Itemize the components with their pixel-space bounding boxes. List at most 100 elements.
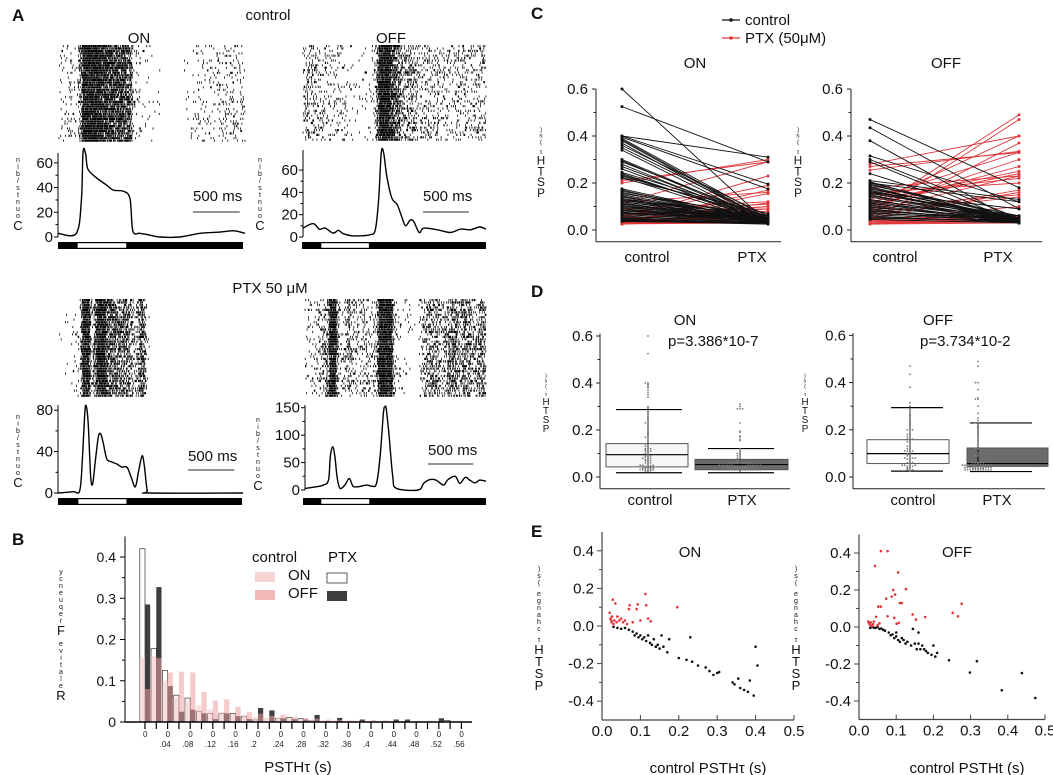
- ptx-point: [1017, 169, 1021, 173]
- pair-line: [869, 119, 1020, 189]
- scatter-point-decrease: [909, 644, 913, 647]
- bar-control-on: [207, 709, 213, 722]
- swarm-point: [911, 465, 914, 468]
- swarm-point: [644, 443, 647, 445]
- raster-trial: [307, 73, 480, 76]
- raster-trial: [313, 321, 486, 324]
- swarm-point: [977, 445, 979, 448]
- raster-trial: [65, 372, 145, 375]
- x-tick-label: 0.0: [849, 723, 870, 740]
- control-on-title: ON: [128, 30, 151, 47]
- scatter-point-decrease: [1020, 671, 1024, 675]
- control-point: [868, 165, 872, 169]
- panel-label-b: B: [12, 530, 24, 549]
- panel-label-a: A: [12, 6, 24, 25]
- swarm-point: [971, 464, 974, 467]
- control-point: [620, 146, 624, 150]
- raster-trial: [316, 348, 486, 351]
- scatter-point-decrease: [619, 627, 623, 631]
- pair-line: [869, 140, 1020, 224]
- swarm-point: [966, 466, 969, 469]
- swarm-point: [977, 412, 979, 415]
- y-tick-label: -0.2: [568, 656, 594, 673]
- y-tick-label: -0.4: [568, 693, 594, 710]
- scatter-point-increase: [890, 595, 893, 598]
- swarm-point: [647, 458, 649, 461]
- raster-trial: [73, 330, 146, 334]
- raster-trial: [307, 325, 486, 329]
- scatter-point-increase: [623, 619, 627, 622]
- ptx-point: [766, 207, 770, 211]
- category-label-ptx: PTX: [983, 249, 1012, 266]
- pair-line: [621, 193, 769, 217]
- psth-chart-control-off: 0 20 40 60: [281, 45, 487, 249]
- scatter-point-decrease: [893, 636, 896, 640]
- swarm-point: [731, 464, 734, 467]
- scatter-point-increase: [893, 616, 896, 620]
- scatter-point-increase: [676, 605, 679, 609]
- y-tick-label: 0.4: [830, 545, 851, 562]
- legend-label-control: control: [745, 12, 790, 29]
- pair-line: [621, 213, 769, 220]
- scatter-point-increase: [627, 607, 631, 611]
- control-point: [868, 190, 872, 194]
- raster-trial: [306, 83, 481, 86]
- raster-trial: [80, 392, 146, 395]
- raster-trial: [80, 345, 150, 348]
- swarm-point: [977, 360, 979, 363]
- y-axis-label: Counts/bin: [13, 414, 22, 490]
- x-tick-label: 0.3: [960, 723, 981, 740]
- x-tick-label: 0.04: [160, 730, 172, 749]
- raster-trial: [66, 313, 145, 316]
- raster-trial: [305, 129, 486, 132]
- histogram-chart: 0 0.1 0.2 0.3 0.4 0 0.04 0.08 0.12 0.16 0.2 0.24 0.2…: [97, 536, 472, 749]
- y-axis-label: PSTHτ(s): [537, 126, 545, 200]
- x-tick-label: 0.1: [886, 723, 907, 740]
- swarm-point: [736, 457, 739, 460]
- swarm-point: [746, 462, 749, 464]
- control-point: [620, 208, 624, 212]
- ptx-point: [1017, 134, 1021, 138]
- swarm-point: [909, 430, 911, 432]
- y-axis-label: RelativeFrequency: [56, 569, 65, 703]
- bar-control-on: [139, 658, 145, 722]
- legend-label-off: OFF: [288, 585, 318, 602]
- bar-control-off: [337, 719, 343, 722]
- raster-trial: [309, 303, 484, 307]
- scatter-point-increase: [879, 605, 883, 608]
- swarm-point: [977, 438, 979, 441]
- swarm-point: [749, 469, 752, 471]
- ptx-point: [766, 182, 770, 186]
- bar-control-on: [241, 715, 247, 722]
- swarm-point: [739, 459, 741, 462]
- swarm-point: [906, 458, 909, 461]
- histogram-legend: control PTX ON OFF: [252, 549, 357, 602]
- category-label-ptx: PTX: [982, 492, 1011, 509]
- raster-trial: [59, 64, 241, 67]
- control-point: [620, 105, 624, 109]
- scatter-point-decrease: [930, 653, 933, 657]
- raster-trial: [308, 350, 487, 353]
- raster-trial: [307, 93, 466, 96]
- x-tick-label: 0.2: [250, 730, 261, 749]
- raster-trial: [306, 57, 484, 60]
- raster-trial: [311, 352, 485, 356]
- bar-control-on: [320, 720, 326, 722]
- ptx-point: [1017, 219, 1021, 223]
- x-tick-label: 0.44: [386, 730, 398, 749]
- swarm-point: [644, 465, 647, 468]
- raster-trial: [303, 85, 487, 88]
- raster-trial: [80, 387, 147, 390]
- control-point: [620, 212, 624, 216]
- bar-control-off: [190, 672, 196, 722]
- swarm-point: [647, 412, 649, 415]
- x-tick-label: 0.16: [227, 730, 239, 749]
- swarm-point: [977, 419, 979, 422]
- swarm-point: [752, 469, 754, 471]
- y-tick-label: 0: [290, 229, 298, 246]
- scatter-point-decrease: [896, 638, 900, 642]
- control-point: [620, 222, 624, 226]
- raster-trial: [70, 52, 243, 55]
- raster-trial: [61, 49, 235, 53]
- raster-trial: [81, 323, 146, 326]
